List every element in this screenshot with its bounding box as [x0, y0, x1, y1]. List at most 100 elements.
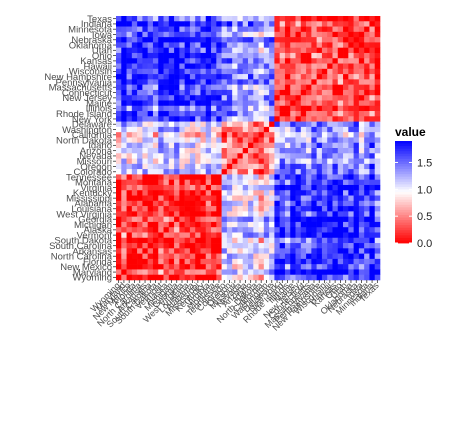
- heatmap-cell: [195, 274, 201, 281]
- heatmap-cell: [364, 142, 370, 149]
- heatmap-cell: [321, 174, 328, 180]
- heatmap-cell: [152, 190, 159, 196]
- heatmap-cell: [168, 184, 175, 191]
- heatmap-cell: [337, 253, 344, 260]
- heatmap-cell: [295, 211, 302, 217]
- heatmap-cell: [226, 179, 233, 186]
- heatmap-cell: [358, 264, 365, 270]
- heatmap-cell: [174, 84, 180, 91]
- heatmap-cell: [205, 89, 212, 96]
- heatmap-cell: [374, 169, 381, 175]
- heatmap-cell: [174, 58, 180, 64]
- heatmap-cell: [216, 158, 222, 165]
- heatmap-cell: [147, 42, 154, 48]
- heatmap-cell: [152, 216, 159, 223]
- heatmap-cell: [126, 206, 133, 212]
- heatmap-cell: [147, 216, 154, 223]
- y-tick-label: New Jersey: [62, 93, 112, 104]
- heatmap-cell: [306, 31, 312, 38]
- heatmap-cell: [274, 58, 280, 64]
- heatmap-cell: [311, 95, 317, 101]
- heatmap-cell: [300, 63, 307, 70]
- heatmap-cell: [337, 221, 344, 228]
- heatmap-cell: [205, 105, 212, 112]
- heatmap-cell: [374, 58, 381, 64]
- heatmap-cell: [174, 148, 180, 154]
- heatmap-cell: [221, 221, 228, 228]
- heatmap-cell: [211, 126, 217, 133]
- heatmap-cell: [168, 216, 175, 223]
- heatmap-cell: [269, 174, 275, 180]
- heatmap-cell: [184, 221, 191, 228]
- heatmap-cell: [284, 95, 291, 101]
- heatmap-cell: [147, 248, 154, 254]
- heatmap-cell: [369, 21, 376, 27]
- heatmap-cell: [147, 31, 154, 38]
- heatmap-cell: [353, 158, 360, 165]
- heatmap-cell: [321, 100, 328, 107]
- heatmap-cell: [237, 232, 244, 239]
- heatmap-cell: [263, 31, 270, 38]
- heatmap-cell: [327, 137, 333, 144]
- heatmap-cell: [369, 52, 376, 59]
- heatmap-cell: [152, 52, 159, 59]
- heatmap-cell: [158, 184, 164, 191]
- heatmap-cell: [311, 169, 317, 175]
- heatmap-cell: [226, 174, 233, 180]
- heatmap-cell: [242, 200, 249, 207]
- heatmap-cell: [205, 179, 212, 186]
- heatmap-cell: [348, 95, 354, 101]
- heatmap-cell: [337, 79, 344, 85]
- heatmap-cell: [248, 52, 254, 59]
- y-tick-label: Wyoming: [72, 273, 112, 284]
- heatmap-cell: [290, 232, 296, 239]
- heatmap-cell: [174, 258, 180, 265]
- heatmap-cell: [163, 142, 170, 149]
- heatmap-cell: [137, 248, 143, 254]
- heatmap-cell: [253, 79, 259, 85]
- heatmap-cell: [216, 153, 222, 159]
- heatmap-cell: [158, 253, 164, 260]
- heatmap-cell: [116, 200, 122, 207]
- heatmap-cell: [232, 132, 238, 138]
- heatmap-cell: [327, 169, 333, 175]
- heatmap-cell: [232, 190, 238, 196]
- heatmap-cell: [226, 227, 233, 233]
- heatmap-cell: [174, 184, 180, 191]
- heatmap-cell: [253, 121, 259, 128]
- heatmap-cell: [137, 269, 143, 276]
- heatmap-cell: [168, 137, 175, 144]
- heatmap-cell: [358, 52, 365, 59]
- heatmap-cell: [242, 142, 249, 149]
- heatmap-cell: [126, 126, 133, 133]
- heatmap-cell: [327, 221, 333, 228]
- heatmap-cell: [168, 158, 175, 165]
- heatmap-cell: [137, 158, 143, 165]
- heatmap-cell: [189, 21, 196, 27]
- heatmap-cell: [137, 42, 143, 48]
- heatmap-cell: [200, 95, 207, 101]
- heatmap-cell: [364, 243, 370, 249]
- heatmap-cell: [116, 169, 122, 175]
- heatmap-cell: [195, 42, 201, 48]
- heatmap-cell: [200, 206, 207, 212]
- heatmap-cell: [184, 105, 191, 112]
- heatmap-cell: [364, 258, 370, 265]
- heatmap-cell: [189, 37, 196, 43]
- heatmap-cell: [126, 232, 133, 239]
- heatmap-cell: [158, 216, 164, 223]
- heatmap-cell: [200, 200, 207, 207]
- heatmap-cell: [321, 237, 328, 244]
- heatmap-cell: [358, 100, 365, 107]
- heatmap-cell: [242, 132, 249, 138]
- heatmap-cell: [163, 84, 170, 91]
- heatmap-cell: [205, 158, 212, 165]
- y-tick-label: Arizona: [80, 146, 113, 157]
- heatmap-cell: [179, 31, 185, 38]
- heatmap-cell: [174, 163, 180, 170]
- heatmap-cell: [353, 211, 360, 217]
- heatmap-cell: [116, 264, 122, 270]
- heatmap-cell: [211, 142, 217, 149]
- heatmap-cell: [311, 142, 317, 149]
- heatmap-cell: [327, 248, 333, 254]
